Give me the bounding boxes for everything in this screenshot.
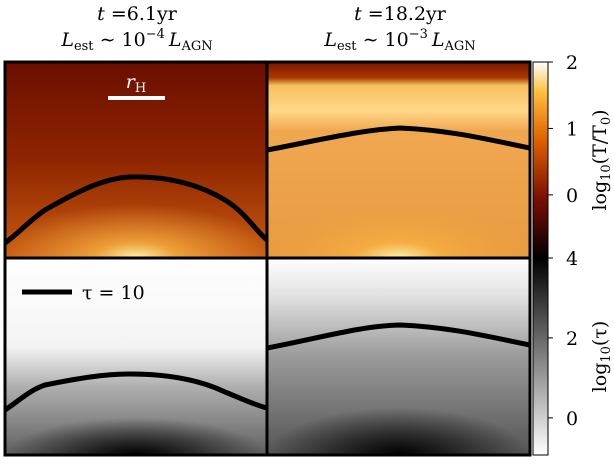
colorbar (532, 61, 549, 259)
colorbar-tick-label: 0 (566, 185, 578, 207)
title-value: =18.2yr (362, 3, 447, 25)
sub-est: est (337, 39, 357, 54)
legend-label: τ = 10 (82, 282, 145, 304)
sub-l: L (323, 29, 337, 51)
title-var: t (97, 3, 105, 25)
panel-title: t =18.2yr (354, 3, 447, 25)
sub-sim: ∼ 10 (94, 29, 146, 51)
contour (266, 322, 531, 351)
colorbar-label: log10(T/T0) (589, 109, 614, 210)
scale-label-main: r (126, 71, 137, 93)
panel-title: t =6.1yr (97, 3, 178, 25)
sub-agn: AGN (181, 39, 213, 54)
colorbar-label: log10(τ) (589, 321, 614, 393)
panel-subtitle: Lest ∼ 10−4 LAGN (60, 27, 212, 54)
panel-glow (267, 160, 530, 258)
sub-l2: L (431, 29, 445, 51)
colorbar-label-part: log (589, 363, 611, 393)
sub-l2: L (168, 29, 182, 51)
contours (3, 125, 531, 413)
colorbar-tick-label: 1 (566, 118, 578, 140)
colorbar-label-part: log (589, 181, 611, 211)
colorbar (532, 257, 549, 456)
title-value: =6.1yr (105, 3, 178, 25)
title-var: t (354, 3, 362, 25)
sub-exp: −4 (146, 27, 165, 42)
colorbar-label-part: 10 (599, 164, 614, 181)
colorbar-tick-label: 2 (566, 328, 578, 350)
frames (3, 60, 532, 457)
contour (3, 174, 269, 246)
sub-est: est (74, 39, 94, 54)
sub-l: L (60, 29, 74, 51)
sub-agn: AGN (444, 39, 476, 54)
colorbar-label-part: (T/T (589, 125, 611, 164)
panel-shade (267, 360, 530, 455)
scale-label: rH (126, 71, 146, 96)
panels: rH τ = 10 (3, 60, 532, 457)
scale-label-sub: H (135, 81, 146, 96)
sub-exp: −3 (409, 27, 428, 42)
sub-sim: ∼ 10 (357, 29, 409, 51)
contour (3, 371, 268, 413)
colorbar-tick-label: 2 (566, 52, 578, 74)
colorbar-label-part: (τ) (589, 321, 611, 346)
colorbar-label-part: ) (589, 109, 611, 116)
colorbar-label-part: 10 (599, 346, 614, 363)
colorbar-tick-label: 0 (566, 408, 578, 430)
contour (266, 125, 531, 153)
panel-subtitle: Lest ∼ 10−3 LAGN (323, 27, 475, 54)
colorbar-label-part: 0 (599, 117, 614, 125)
colorbar-tick-label: 4 (566, 248, 578, 270)
